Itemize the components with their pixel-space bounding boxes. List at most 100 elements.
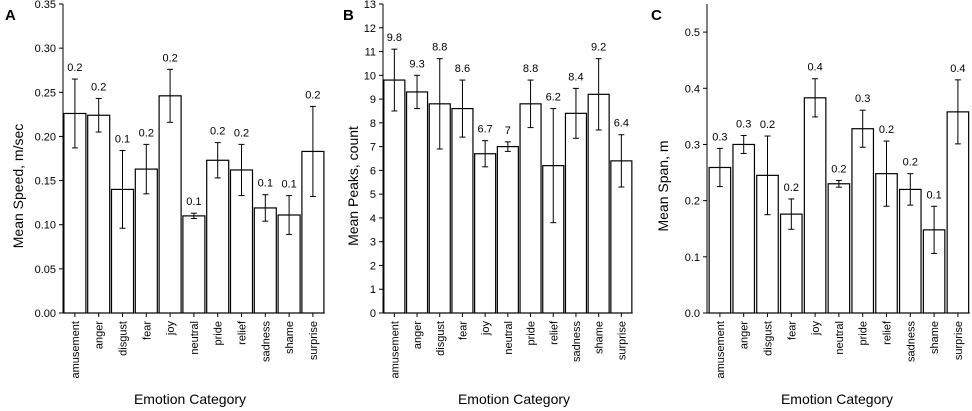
panel-b-y-tick-label: 6 [370,165,376,177]
panel-b-x-axis-label: Emotion Category [458,391,570,407]
panel-c-x-axis-label: Emotion Category [781,391,893,407]
panel-c-data-label-fear: 0.2 [784,182,799,194]
panel-b-y-tick-label: 10 [364,70,376,82]
panel-a-data-label-surprise: 0.2 [305,89,320,101]
panel-a-x-axis-label: Emotion Category [134,391,246,407]
panel-b-bar-anger [405,91,429,314]
panel-b-category-label-amusement: amusement [389,321,401,378]
panel-b-category-label-relief: relief [548,320,560,345]
panel-a-y-tick-label: 0.05 [35,264,56,276]
panel-a-bar-anger [87,114,111,314]
panel-a-category-label-pride: pride [213,321,225,345]
panel-a-category-label-fear: fear [141,321,153,340]
panel-a-category-label-sadness: sadness [260,321,272,362]
panel-a-bar-sadness [253,207,277,314]
panel-b-category-label-neutral: neutral [503,321,515,355]
panel-c-data-label-pride: 0.3 [855,93,870,105]
panel-c-data-label-disgust: 0.2 [760,119,775,131]
panel-c-category-label-disgust: disgust [763,321,775,356]
panel-c-category-label-relief: relief [882,320,894,345]
panel-a-data-label-shame: 0.1 [281,179,296,191]
panel-b-data-label-pride: 8.8 [523,63,538,75]
panel-c-y-tick-label: 0.1 [685,252,700,264]
panel-a-bar-pride [206,159,230,314]
panel-a-y-tick-label: 0.25 [35,87,56,99]
panel-c-y-axis-label: Mean Span, m [655,140,671,231]
panel-b-data-label-neutral: 7 [505,125,511,137]
panel-b-y-tick-label: 3 [370,237,376,249]
panel-c-bar-pride [851,128,875,314]
panel-b-bar-neutral [496,146,519,314]
panel-b-category-label-joy: joy [480,321,492,337]
panel-c-bar-anger [732,143,756,314]
panel-b-data-label-shame: 9.2 [591,42,606,54]
panel-c-y-tick-label: 0.2 [685,196,700,208]
panel-c-data-label-joy: 0.4 [807,62,822,74]
panel-b-category-label-anger: anger [412,321,424,349]
panel-b-category-label-fear: fear [457,321,469,340]
panel-b-data-label-anger: 9.3 [409,58,424,70]
panel-c-category-label-joy: joy [810,321,822,337]
panel-c-data-label-amusement: 0.3 [712,131,727,143]
panel-a-category-label-disgust: disgust [118,321,130,356]
panel-a-data-label-sadness: 0.1 [258,178,273,190]
panel-c-category-label-amusement: amusement [715,321,727,378]
panel-a-bar-joy [158,95,182,314]
panel-a-category-label-anger: anger [94,321,106,349]
panel-b-data-label-disgust: 8.8 [432,42,447,54]
panel-b-letter: B [343,7,354,24]
panel-b-y-axis-label: Mean Peaks, count [345,126,361,246]
panel-b-bar-pride [519,103,542,314]
panel-b-y-tick-label: 8 [370,118,376,130]
panel-a-y-axis-label: Mean Speed, m/sec [10,124,26,249]
panel-c-data-label-anger: 0.3 [736,118,751,130]
panel-c-plot-area: 0.0 0.1 0.2 0.3 0.4 0.5 0.3 amusement 0.3 anger 0.… [685,4,970,378]
panel-b-category-label-disgust: disgust [435,321,447,356]
panel-b-category-label-surprise: surprise [616,321,628,360]
panel-b-data-label-fear: 8.6 [455,63,470,75]
panel-a-category-label-neutral: neutral [189,321,201,355]
panel-b-y-tick-label: 1 [370,284,376,296]
panel-b-data-label-surprise: 6.4 [614,118,629,130]
panel-b-plot-area: 0123456789101112139.8amusement9.3anger8.… [364,0,633,378]
panel-a-y-tick-label: 0.30 [35,43,56,55]
panel-a-y-tick-label: 0.20 [35,131,56,143]
panel-a-bar-neutral [182,215,206,314]
panel-c-bar-amusement [708,166,732,314]
panel-a-y-tick-label: 0.35 [35,0,56,11]
panel-c-y-tick-label: 0.5 [685,27,700,39]
panel-b-bar-amusement [383,79,406,314]
panel-c-data-label-neutral: 0.2 [831,163,846,175]
panel-c-category-label-anger: anger [739,321,751,349]
panel-c-category-label-surprise: surprise [953,321,965,360]
panel-b-y-tick-label: 4 [370,213,376,225]
panel-c-category-label-fear: fear [786,321,798,340]
panel-c-y-tick-label: 0.3 [685,139,700,151]
panel-b-peaks-chart: B Mean Peaks, count Emotion Category 0 1 2… [343,0,633,407]
panel-b-y-tick-label: 11 [365,47,376,59]
panel-b-bar-fear [451,107,474,314]
panel-c-category-label-sadness: sadness [905,321,917,362]
panel-c-data-label-relief: 0.2 [879,124,894,136]
panel-b-y-tick-label: 0 [370,308,376,320]
panel-a-letter: A [5,7,16,24]
panel-c-data-label-surprise: 0.4 [950,63,965,75]
panel-b-category-label-sadness: sadness [571,321,583,362]
panel-c-category-label-shame: shame [929,321,941,354]
panel-b-data-label-sadness: 8.4 [568,71,583,83]
panel-a-speed-chart: A Mean Speed, m/sec Emotion Category 0.0… [5,0,325,407]
panel-c-span-chart: C Mean Span, m Emotion Category 0.00.10.… [651,4,970,407]
panel-c-letter: C [651,7,662,24]
panel-c-bar-neutral [827,183,851,314]
panel-a-y-tick-label: 0.00 [35,308,56,320]
panel-a-data-label-fear: 0.2 [139,127,154,139]
panel-a-data-label-disgust: 0.1 [115,134,130,146]
panel-b-y-tick-label: 2 [370,260,376,272]
panel-b-y-tick-label: 13 [364,0,376,11]
panel-a-category-label-joy: joy [165,321,177,337]
panel-c-y-tick-label: 0.0 [685,308,700,320]
panel-c-y-tick-label: 0.4 [685,83,700,95]
panel-c-data-label-shame: 0.1 [926,189,941,201]
panel-a-category-label-surprise: surprise [308,321,320,360]
